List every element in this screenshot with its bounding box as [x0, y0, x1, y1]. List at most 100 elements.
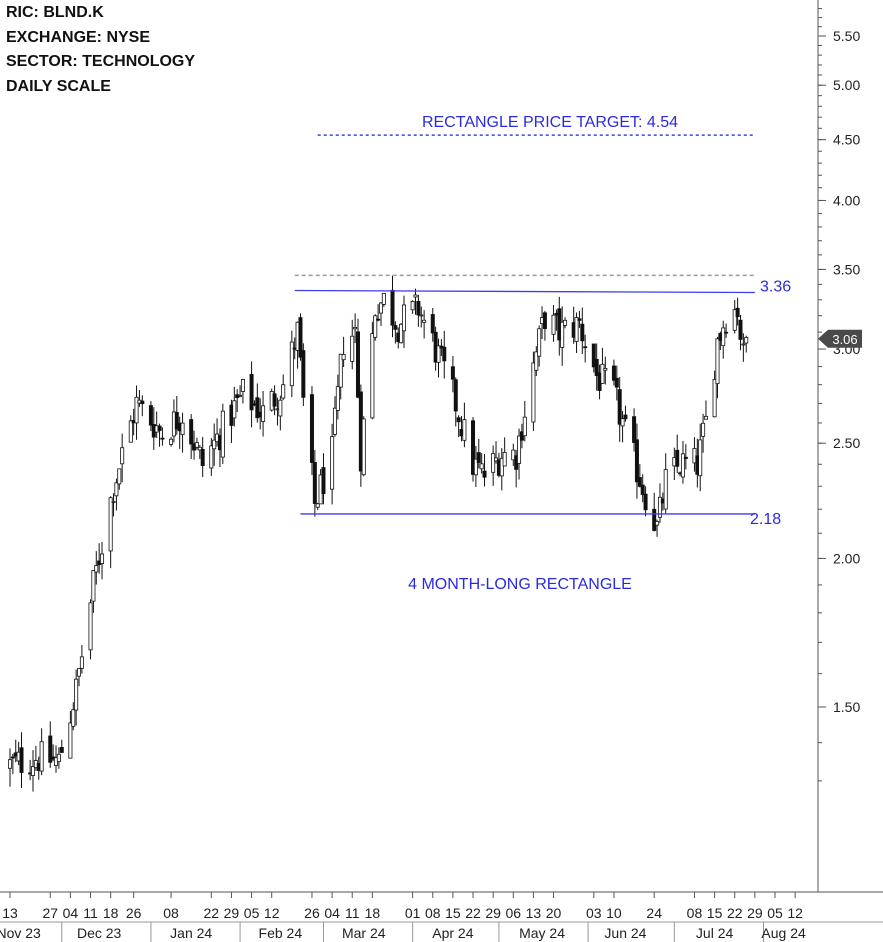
candle-body [399, 323, 404, 344]
candle-body [563, 319, 568, 326]
x-tick-label: 05 [244, 905, 260, 921]
candle-body [220, 410, 225, 458]
candle-body [240, 378, 245, 392]
candle-body [39, 741, 44, 772]
candle-body [393, 325, 398, 330]
candle-body [416, 300, 421, 316]
x-tick-label: 22 [727, 905, 743, 921]
candle-body [261, 405, 266, 422]
candle-body [88, 602, 93, 651]
y-tick-label: 5.00 [833, 77, 860, 93]
candle-body [422, 319, 427, 323]
scale-label: DAILY SCALE [6, 78, 111, 95]
y-tick-label: 4.50 [833, 132, 860, 148]
candle-body [111, 500, 116, 503]
sector-label: SECTOR: TECHNOLOGY [6, 53, 196, 70]
candle-body [413, 294, 418, 298]
x-month-label: Dec 23 [77, 925, 122, 941]
x-tick-label: 26 [304, 905, 320, 921]
candle-body [298, 317, 303, 358]
candle-body [174, 411, 179, 430]
candle-body [617, 389, 622, 425]
x-tick-label: 06 [505, 905, 521, 921]
x-tick-label: 27 [42, 905, 58, 921]
candle-body [522, 416, 527, 437]
x-month-label: Apr 24 [432, 925, 473, 941]
x-tick-label: 10 [606, 905, 622, 921]
candle-body [594, 358, 599, 377]
candle-body [335, 386, 340, 411]
candle-body [703, 415, 708, 420]
candle-body [74, 678, 79, 711]
candle-body [255, 397, 260, 419]
last-price-badge [818, 329, 862, 348]
candle-body [7, 759, 12, 769]
x-month-label: Nov 23 [0, 925, 41, 941]
candle-body [108, 497, 113, 552]
candle-body [663, 469, 668, 510]
candle-body [531, 362, 536, 423]
x-tick-label: 11 [83, 905, 98, 921]
candle-body [614, 377, 619, 388]
candle-body [350, 335, 355, 362]
candle-body [462, 419, 467, 441]
candle-body [491, 453, 496, 473]
candle-body [10, 756, 15, 759]
candle-body [542, 312, 547, 329]
candle-body [732, 309, 737, 331]
candle-body [212, 439, 217, 450]
candle-body [680, 453, 685, 478]
x-tick-label: 01 [405, 905, 421, 921]
candle-body [79, 656, 84, 669]
candle-body [502, 451, 507, 467]
candle-body [453, 379, 458, 412]
candle-body [315, 503, 320, 508]
candle-body [442, 346, 447, 362]
x-tick-label: 03 [586, 905, 602, 921]
candle-body [534, 351, 539, 371]
candle-body [715, 338, 720, 385]
candle-body [537, 328, 542, 357]
y-tick-label: 5.50 [833, 28, 860, 44]
x-tick-label: 13 [526, 905, 542, 921]
price-target-label: RECTANGLE PRICE TARGET: 4.54 [422, 114, 678, 131]
candlestick-series [7, 275, 749, 792]
x-tick-label: 20 [546, 905, 562, 921]
candle-body [31, 766, 36, 776]
candle-body [238, 394, 243, 397]
x-tick-label: 08 [687, 905, 703, 921]
candle-body [59, 747, 64, 753]
candle-body [511, 449, 516, 461]
candle-body [574, 317, 579, 342]
candle-body [134, 396, 139, 424]
candle-body [19, 747, 24, 773]
candle-body [738, 319, 743, 340]
candle-body [194, 442, 199, 448]
candle-body [381, 292, 386, 305]
candle-body [91, 570, 96, 602]
candle-body [209, 445, 214, 469]
candle-body [169, 438, 174, 445]
candle-body [643, 493, 648, 511]
candle-body [278, 399, 283, 417]
candle-body [120, 447, 125, 465]
x-tick-label: 04 [63, 905, 79, 921]
candle-body [623, 414, 628, 420]
candle-body [160, 437, 165, 440]
x-tick-label: 18 [365, 905, 381, 921]
candle-body [140, 400, 145, 405]
exchange-label: EXCHANGE: NYSE [6, 29, 151, 46]
candle-body [551, 314, 556, 335]
candle-body [148, 405, 153, 426]
x-tick-label: 24 [646, 905, 662, 921]
candle-body [735, 307, 740, 318]
candle-body [180, 422, 185, 436]
x-month-label: Jul 24 [696, 925, 734, 941]
candle-body [583, 346, 588, 349]
candle-body [600, 363, 605, 384]
candle-body [494, 457, 499, 462]
candle-body [419, 314, 424, 317]
candle-body [640, 484, 645, 495]
candle-body [249, 373, 254, 411]
y-tick-label: 2.00 [833, 550, 860, 566]
